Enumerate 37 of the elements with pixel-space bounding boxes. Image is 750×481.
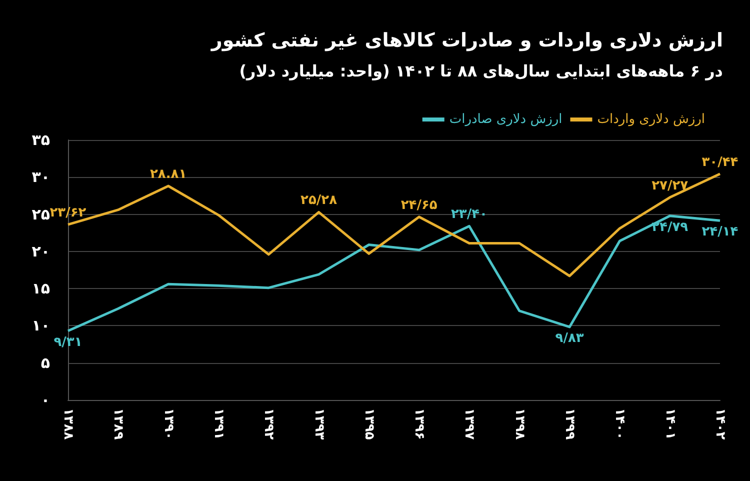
- y-tick-label: ۲۰: [32, 242, 50, 260]
- legend-label: ارزش دلاری صادرات: [449, 112, 562, 127]
- x-tick-label: ۱۳۹۶: [412, 408, 427, 440]
- data-label: ۲۴/۷۹: [652, 220, 688, 235]
- y-tick-label: ۳۵: [32, 131, 50, 149]
- x-tick-label: ۱۴۰۲: [712, 408, 728, 440]
- x-tick-label: ۱۳۹۱: [210, 408, 226, 440]
- x-tick-label: ۱۴۰۰: [612, 408, 628, 440]
- data-label: ۹/۳۱: [54, 334, 82, 350]
- data-label: ۲۴/۶۵: [400, 198, 438, 213]
- data-label: ۲۴/۱۴: [702, 224, 738, 240]
- chart-title: ارزش دلاری واردات و صادرات کالاهای غیر نفتی کشور: [210, 30, 724, 52]
- data-label: ۳۰/۴۴: [702, 154, 738, 170]
- data-label: ۲۸.۸۱: [150, 166, 187, 182]
- x-tick-label: ۱۳۹۲: [261, 408, 276, 440]
- chart-subtitle: در ۶ ماهه‌های ابتدایی سال‌های ۸۸ تا ۱۴۰۲ (واحد: میلیارد دلار): [239, 62, 724, 80]
- x-tick-label: ۱۳۹۷: [462, 408, 477, 440]
- data-label: ۲۵/۲۸: [300, 193, 338, 208]
- legend-label: ارزش دلاری واردات: [597, 112, 705, 127]
- x-tick-label: ۱۳۸۹: [110, 408, 126, 440]
- data-label: ۹/۸۳: [555, 330, 584, 346]
- x-tick-label: ۱۳۹۹: [562, 408, 578, 440]
- x-tick-label: ۱۳۹۳: [311, 408, 326, 440]
- x-tick-label: ۱۳۹۸: [512, 408, 527, 440]
- y-tick-label: ۵: [40, 354, 50, 372]
- x-tick-label: ۱۳۹۰: [160, 408, 176, 440]
- x-tick-label: ۱۳۹۵: [361, 408, 376, 440]
- data-label: ۲۳/۴۰: [450, 207, 488, 222]
- data-label: ۲۷/۲۷: [652, 178, 688, 194]
- x-tick-label: ۱۴۰۱: [662, 408, 678, 440]
- y-tick-label: ۱۰: [32, 316, 50, 335]
- y-tick-label: ۲۵: [32, 205, 50, 224]
- data-label: ۲۳/۶۲: [50, 206, 86, 221]
- y-tick-label: ۰: [40, 391, 50, 409]
- y-tick-label: ۳۰: [32, 168, 50, 186]
- y-tick-label: ۱۵: [32, 280, 50, 298]
- x-tick-label: ۱۳۸۸: [60, 408, 76, 440]
